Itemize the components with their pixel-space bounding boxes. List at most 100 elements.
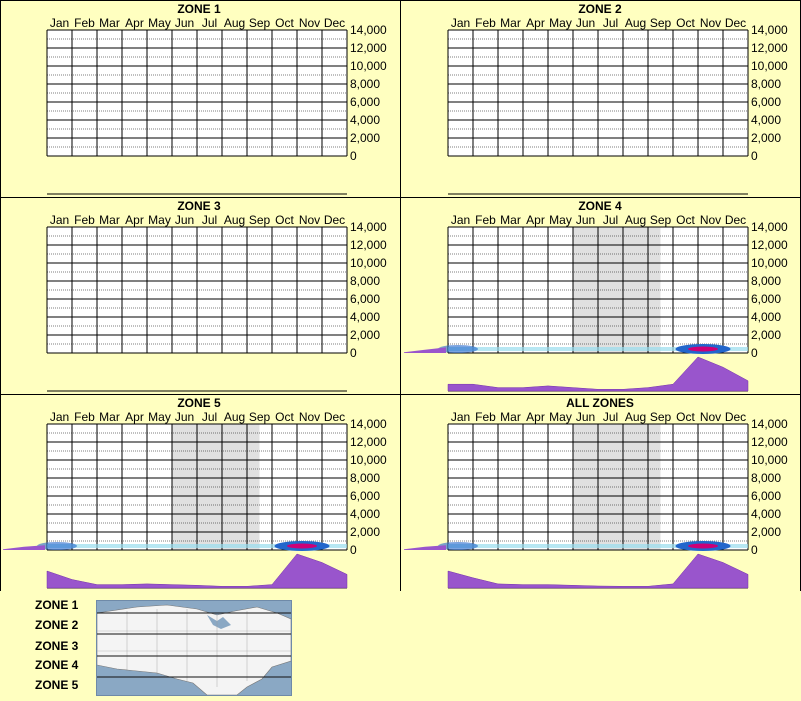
y-tick-5-6: 2,000	[751, 525, 781, 539]
month-label-5-5: Jun	[576, 410, 595, 424]
heat-band-5	[448, 544, 748, 548]
y-tick-5-1: 12,000	[751, 435, 788, 449]
month-label-4-8: Sep	[249, 410, 271, 424]
month-label-4-1: Feb	[74, 410, 95, 424]
month-label-4-3: Apr	[125, 410, 144, 424]
month-label-0-10: Nov	[299, 16, 320, 30]
month-label-4-9: Oct	[275, 410, 294, 424]
y-tick-2-4: 6,000	[350, 292, 380, 306]
month-label-5-0: Jan	[451, 410, 470, 424]
month-label-5-8: Sep	[650, 410, 672, 424]
y-tick-0-4: 6,000	[350, 95, 380, 109]
month-label-1-11: Dec	[725, 16, 746, 30]
month-label-2-8: Sep	[249, 213, 271, 227]
month-label-1-10: Nov	[700, 16, 721, 30]
month-label-3-10: Nov	[700, 213, 721, 227]
legend-zone-4: ZONE 4	[35, 658, 79, 672]
month-label-3-6: Jul	[603, 213, 618, 227]
panel-title-2: ZONE 3	[177, 199, 221, 213]
left-profile-4	[3, 545, 45, 550]
y-tick-1-1: 12,000	[751, 41, 788, 55]
month-label-3-7: Aug	[625, 213, 646, 227]
y-tick-1-7: 0	[751, 149, 758, 163]
y-tick-3-6: 2,000	[751, 328, 781, 342]
y-tick-4-4: 6,000	[350, 489, 380, 503]
profile-area-4	[46, 553, 348, 589]
month-label-2-0: Jan	[50, 213, 69, 227]
month-label-2-2: Mar	[99, 213, 120, 227]
left-profile-3	[404, 347, 446, 353]
heat-spot-high-3	[688, 346, 718, 352]
month-label-0-4: May	[148, 16, 171, 30]
month-label-3-11: Dec	[725, 213, 746, 227]
month-label-3-5: Jun	[576, 213, 595, 227]
y-tick-3-7: 0	[751, 346, 758, 360]
month-label-5-10: Nov	[700, 410, 721, 424]
y-tick-4-0: 14,000	[350, 417, 387, 431]
month-label-0-1: Feb	[74, 16, 95, 30]
y-tick-2-3: 8,000	[350, 274, 380, 288]
month-label-4-10: Nov	[299, 410, 320, 424]
y-tick-4-2: 10,000	[350, 453, 387, 467]
month-label-1-0: Jan	[451, 16, 470, 30]
heat-spot-high-5	[688, 543, 718, 549]
month-label-2-1: Feb	[74, 213, 95, 227]
panel-title-0: ZONE 1	[177, 2, 221, 16]
y-tick-1-4: 6,000	[751, 95, 781, 109]
month-label-3-9: Oct	[676, 213, 695, 227]
month-label-1-7: Aug	[625, 16, 646, 30]
y-tick-1-3: 8,000	[751, 77, 781, 91]
y-tick-5-0: 14,000	[751, 417, 788, 431]
month-label-5-3: Apr	[526, 410, 545, 424]
y-tick-3-4: 6,000	[751, 292, 781, 306]
month-label-0-11: Dec	[324, 16, 345, 30]
month-label-1-4: May	[549, 16, 572, 30]
month-label-0-2: Mar	[99, 16, 120, 30]
month-label-2-5: Jun	[175, 213, 194, 227]
month-label-2-9: Oct	[275, 213, 294, 227]
month-label-3-4: May	[549, 213, 572, 227]
month-label-2-6: Jul	[202, 213, 217, 227]
month-label-1-8: Sep	[650, 16, 672, 30]
month-label-0-0: Jan	[50, 16, 69, 30]
month-label-4-6: Jul	[202, 410, 217, 424]
heat-spot-jan-3	[438, 345, 478, 353]
y-tick-5-4: 6,000	[751, 489, 781, 503]
heat-spot-jan-4	[37, 542, 77, 550]
legend-zone-3: ZONE 3	[35, 639, 79, 653]
month-label-3-8: Sep	[650, 213, 672, 227]
month-label-0-5: Jun	[175, 16, 194, 30]
month-label-4-4: May	[148, 410, 171, 424]
panel-title-1: ZONE 2	[578, 2, 622, 16]
y-tick-2-6: 2,000	[350, 328, 380, 342]
y-tick-3-2: 10,000	[751, 256, 788, 270]
y-tick-2-0: 14,000	[350, 220, 387, 234]
y-tick-0-1: 12,000	[350, 41, 387, 55]
y-tick-0-6: 2,000	[350, 131, 380, 145]
legend-zone-1: ZONE 1	[35, 598, 79, 612]
heat-spot-high-4	[287, 543, 317, 549]
y-tick-4-3: 8,000	[350, 471, 380, 485]
heat-spot-jan-5	[438, 542, 478, 550]
month-label-1-3: Apr	[526, 16, 545, 30]
month-label-1-9: Oct	[676, 16, 695, 30]
y-tick-1-6: 2,000	[751, 131, 781, 145]
month-label-5-11: Dec	[725, 410, 746, 424]
month-label-5-7: Aug	[625, 410, 646, 424]
month-label-1-1: Feb	[475, 16, 496, 30]
zone-legend: ZONE 1 ZONE 2 ZONE 3 ZONE 4 ZONE 5	[0, 591, 801, 701]
month-label-1-5: Jun	[576, 16, 595, 30]
y-tick-4-1: 12,000	[350, 435, 387, 449]
panel-title-4: ZONE 5	[177, 396, 221, 410]
month-label-5-4: May	[549, 410, 572, 424]
legend-zone-5: ZONE 5	[35, 678, 79, 692]
y-tick-3-1: 12,000	[751, 238, 788, 252]
month-label-4-7: Aug	[224, 410, 245, 424]
y-tick-2-5: 4,000	[350, 310, 380, 324]
month-label-0-9: Oct	[275, 16, 294, 30]
zone-map	[96, 600, 292, 696]
month-label-1-6: Jul	[603, 16, 618, 30]
month-label-4-5: Jun	[175, 410, 194, 424]
month-label-3-0: Jan	[451, 213, 470, 227]
month-label-0-3: Apr	[125, 16, 144, 30]
